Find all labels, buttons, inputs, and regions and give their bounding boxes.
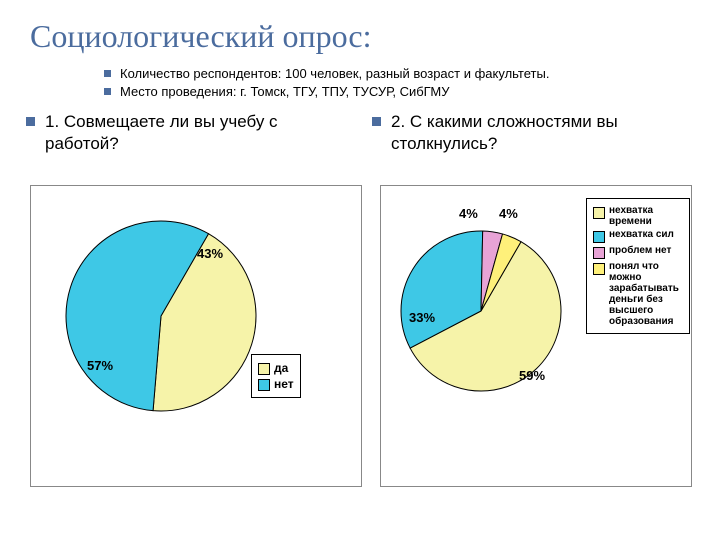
slide-title: Социологический опрос: [30, 18, 696, 55]
bullet-icon [26, 117, 35, 126]
legend-text: проблем нет [609, 245, 671, 256]
chart-1: 43% 57% да нет [30, 185, 362, 487]
legend-text: да [274, 361, 288, 375]
slice-label: 4% [459, 206, 478, 221]
legend-item: проблем нет [593, 245, 683, 259]
legend-item: понял что можно зарабатывать деньги без … [593, 261, 683, 327]
legend-swatch [593, 231, 605, 243]
slice-label: 43% [197, 246, 223, 261]
meta-line-2: Место проведения: г. Томск, ТГУ, ТПУ, ТУ… [104, 83, 696, 101]
meta-line-1: Количество респондентов: 100 человек, ра… [104, 65, 696, 83]
questions-row: 1. Совмещаете ли вы учебу с работой? 2. … [24, 111, 696, 161]
chart-2: 59% 33% 4% 4% нехватка времени нехватка сил пр… [380, 185, 692, 487]
legend-swatch [593, 207, 605, 219]
slice-label: 4% [499, 206, 518, 221]
legend-swatch [258, 363, 270, 375]
legend-text: нет [274, 377, 294, 391]
meta-block: Количество респондентов: 100 человек, ра… [104, 65, 696, 101]
question-2: 2. С какими сложностями вы столкнулись? [370, 111, 696, 155]
legend-swatch [593, 247, 605, 259]
meta-text-2: Место проведения: г. Томск, ТГУ, ТПУ, ТУ… [120, 84, 450, 99]
bullet-icon [104, 88, 111, 95]
legend-swatch [593, 263, 605, 275]
chart-legend: нехватка времени нехватка сил проблем нет п… [586, 198, 690, 334]
legend-text: нехватка времени [609, 205, 683, 227]
question-1: 1. Совмещаете ли вы учебу с работой? [24, 111, 350, 155]
legend-item: нехватка сил [593, 229, 683, 243]
question-1-text: 1. Совмещаете ли вы учебу с работой? [45, 111, 350, 155]
meta-text-1: Количество респондентов: 100 человек, ра… [120, 66, 549, 81]
question-2-text: 2. С какими сложностями вы столкнулись? [391, 111, 696, 155]
bullet-icon [104, 70, 111, 77]
chart-legend: да нет [251, 354, 301, 398]
legend-text: понял что можно зарабатывать деньги без … [609, 261, 683, 327]
slice-label: 59% [519, 368, 545, 383]
legend-item: нет [258, 377, 294, 391]
pie-chart-1 [31, 186, 361, 486]
legend-item: да [258, 361, 294, 375]
bullet-icon [372, 117, 381, 126]
legend-swatch [258, 379, 270, 391]
legend-text: нехватка сил [609, 229, 674, 240]
legend-item: нехватка времени [593, 205, 683, 227]
slice-label: 33% [409, 310, 435, 325]
slice-label: 57% [87, 358, 113, 373]
